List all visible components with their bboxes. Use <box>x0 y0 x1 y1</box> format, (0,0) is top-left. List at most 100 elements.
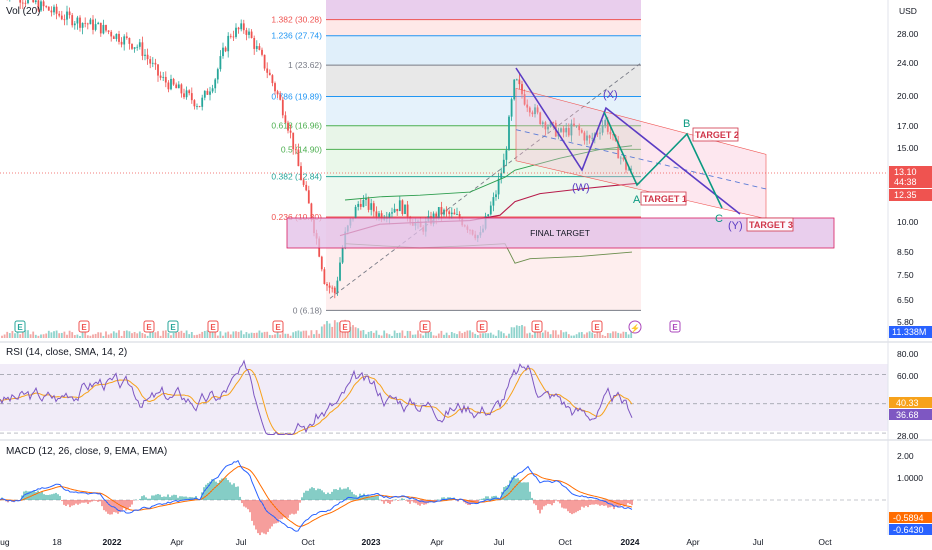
earnings-marker[interactable]: E <box>419 320 431 333</box>
candle-body <box>398 200 401 212</box>
rsi-legend[interactable]: RSI (14, close, SMA, 14, 2) <box>6 347 127 358</box>
earnings-marker[interactable]: E <box>531 320 543 333</box>
candle-body <box>102 25 105 34</box>
macd-histogram-bar <box>285 500 287 518</box>
candle-body <box>27 0 29 4</box>
volume-bar <box>617 332 620 338</box>
volume-legend[interactable]: Vol (20) <box>6 6 40 17</box>
volume-bar <box>284 333 287 338</box>
macd-histogram-bar <box>317 488 319 500</box>
macd-histogram-bar <box>185 496 187 500</box>
volume-bar <box>245 332 248 338</box>
macd-histogram-bar <box>415 500 417 504</box>
volume-bar <box>268 334 271 338</box>
macd-histogram-bar <box>563 500 565 509</box>
volume-bar <box>534 331 536 338</box>
volume-bar <box>357 328 360 338</box>
earnings-marker-label: E <box>342 323 348 332</box>
volume-bar <box>375 330 378 338</box>
volume-bar <box>115 332 118 338</box>
earnings-marker[interactable]: E <box>669 320 681 333</box>
time-axis-tick: Jul <box>236 537 247 547</box>
macd-histogram-bar <box>169 497 171 500</box>
earnings-marker[interactable]: E <box>591 320 603 333</box>
earnings-marker[interactable]: E <box>78 320 90 333</box>
macd-histogram-bar <box>629 500 631 505</box>
candle-body <box>45 6 48 7</box>
earnings-marker[interactable]: E <box>207 320 219 333</box>
volume-bar <box>255 332 258 338</box>
currency-label[interactable]: USD <box>899 6 917 16</box>
volume-bar <box>552 330 555 338</box>
macd-histogram-bar <box>605 500 607 506</box>
fibonacci-retracement[interactable]: 1.382 (30.28) 1.236 (27.74) 1 (23.62) 0.786… <box>271 0 641 315</box>
earnings-marker[interactable]: E <box>143 320 155 333</box>
macd-histogram-bar <box>57 494 59 500</box>
earnings-marker[interactable]: E <box>167 320 179 333</box>
macd-histogram-bar <box>105 500 107 512</box>
lightning-icon: ⚡ <box>630 323 640 333</box>
macd-histogram-bar <box>271 500 273 527</box>
macd-histogram-bar <box>167 494 169 500</box>
candle-body <box>146 54 149 60</box>
earnings-markers[interactable]: E E E E E E E E E E E E ⚡ <box>14 320 681 334</box>
wave-label: C <box>715 213 723 225</box>
volume-bar <box>300 331 302 338</box>
macd-histogram-bar <box>219 480 221 500</box>
volume-bar <box>567 334 570 338</box>
rsi-ma-tag <box>889 397 932 408</box>
candle-body <box>305 184 308 191</box>
wave-label: (W) <box>572 182 590 194</box>
macd-histogram-bar <box>259 500 261 536</box>
time-axis-tick: 2023 <box>362 537 381 547</box>
fib-level-label: 0 (6.18) <box>293 305 322 315</box>
candle-body <box>180 84 183 94</box>
volume-bar <box>536 332 539 338</box>
candle-body <box>128 37 131 44</box>
volume-bar <box>79 335 81 338</box>
candle-body <box>359 203 362 207</box>
macd-histogram-bar <box>175 494 177 500</box>
volume-bar <box>146 335 149 338</box>
macd-histogram-bar <box>51 494 53 500</box>
final-target-zone[interactable] <box>286 217 835 249</box>
macd-histogram-bar <box>239 496 241 500</box>
event-marker[interactable]: ⚡ <box>628 320 642 334</box>
macd-histogram-bar <box>283 500 285 518</box>
earnings-marker[interactable]: E <box>14 320 26 333</box>
earnings-marker[interactable]: E <box>339 320 351 333</box>
macd-histogram-bar <box>97 500 99 502</box>
macd-legend[interactable]: MACD (12, 26, close, 9, EMA, EMA) <box>6 446 167 457</box>
macd-histogram-bar <box>331 491 333 500</box>
macd-histogram-bar <box>369 496 371 500</box>
volume-bar <box>24 330 27 338</box>
volume-bar <box>456 334 458 338</box>
candle-body <box>63 19 66 21</box>
macd-histogram-bar <box>47 494 49 500</box>
macd-histogram-bar <box>65 500 67 506</box>
macd-histogram-bar <box>109 500 111 515</box>
candle-body <box>170 78 172 90</box>
macd-histogram-bar <box>391 500 393 502</box>
earnings-marker[interactable]: E <box>272 320 284 333</box>
earnings-marker[interactable]: E <box>476 320 488 333</box>
time-axis-tick: Oct <box>301 537 315 547</box>
volume-bar <box>1 335 3 338</box>
volume-bar <box>370 331 373 338</box>
macd-histogram-bar <box>209 481 211 500</box>
macd-histogram-bar <box>25 490 27 500</box>
candle-body <box>154 62 157 65</box>
volume-bar <box>235 331 237 338</box>
candle-body <box>505 150 508 160</box>
macd-histogram-bar <box>213 479 215 500</box>
volume-bar <box>513 327 516 338</box>
candle-body <box>19 0 22 3</box>
volume-bar <box>307 335 310 338</box>
macd-histogram-bar <box>507 484 509 500</box>
candle-body <box>567 127 570 136</box>
price-axis[interactable]: 28.0024.0020.0017.0015.0012.0010.008.507… <box>0 29 932 327</box>
time-axis[interactable]: Aug 18 2022 Apr Jul Oct 2023 Apr Jul Oct 2024 Apr Ju… <box>0 537 832 547</box>
macd-histogram-bar <box>39 492 41 500</box>
candle-body <box>42 1 45 7</box>
